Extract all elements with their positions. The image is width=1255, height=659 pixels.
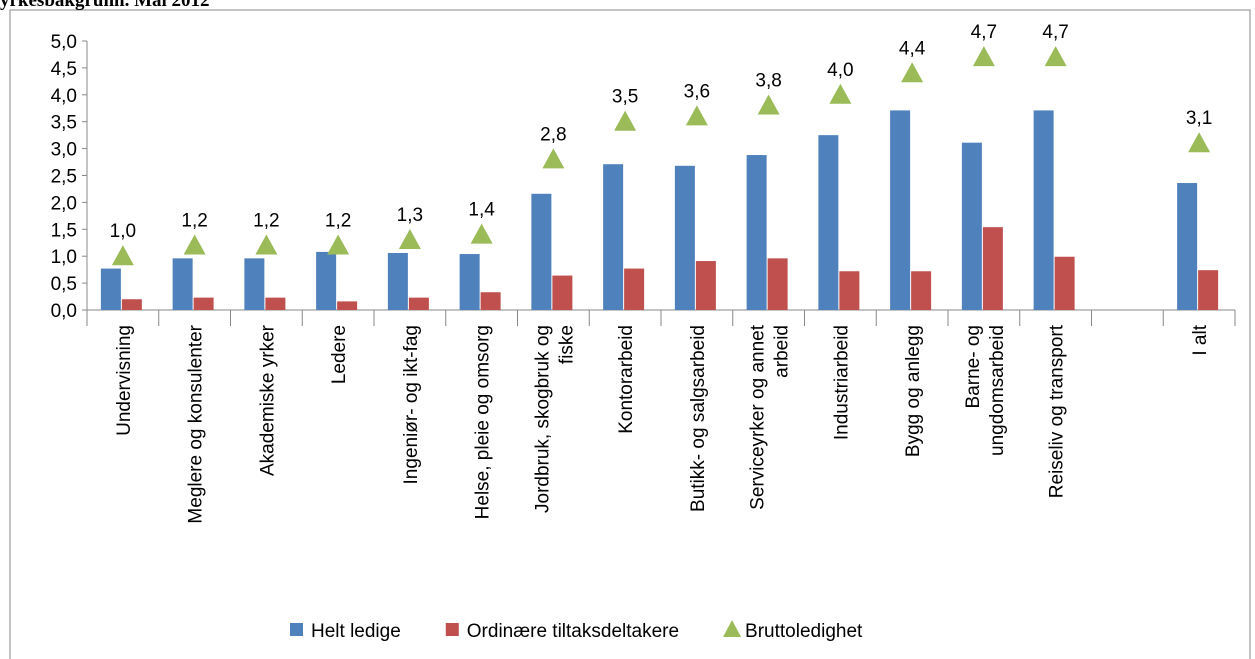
marker [1188,132,1211,153]
x-tick-label: Helse, pleie og omsorg [473,325,494,519]
bar [911,271,932,310]
y-tick-label: 0,5 [51,274,77,295]
bar [265,297,286,310]
data-label: 1,2 [181,210,207,231]
y-tick-label: 2,0 [51,193,77,214]
data-label: 4,4 [899,38,926,59]
x-tick-label: Butikk- og salgsarbeid [688,325,709,512]
bar [1054,256,1075,310]
bar [767,258,788,310]
legend-label: Bruttoledighet [745,621,863,642]
legend-swatch [445,623,459,636]
bar [1198,270,1219,310]
x-tick-label: Meglere og konsulenter [186,324,207,523]
marker [327,234,350,255]
data-label: 1,4 [468,200,495,221]
bar [890,110,911,310]
bar [244,258,265,310]
bar [961,142,982,310]
chart-title: yrkesbakgrunn. Mai 2012 [0,0,210,11]
data-label: 2,8 [540,124,566,145]
data-label: 4,7 [971,22,997,43]
bar [408,297,429,310]
bar [695,261,716,310]
x-tick-label: Industriarbeid [831,325,852,440]
data-label: 1,2 [325,210,351,231]
marker [398,229,421,250]
y-tick-label: 1,5 [51,220,77,241]
x-tick-label: Reiseliv og transport [1047,324,1068,498]
y-tick-label: 3,5 [51,113,77,134]
data-label: 4,7 [1042,22,1068,43]
marker [757,94,780,115]
bar [193,297,214,310]
bar [480,292,501,310]
bar [531,193,552,310]
y-tick-label: 5,0 [51,32,77,53]
y-tick-label: 2,5 [51,167,77,188]
legend-swatch [290,623,303,636]
y-tick-label: 4,0 [51,86,77,107]
x-tick-label: Akademiske yrker [257,324,278,476]
marker [972,46,995,67]
bar [172,258,193,310]
bar [387,252,408,310]
marker [470,223,493,244]
data-label: 3,1 [1186,108,1212,129]
marker [255,234,278,255]
x-tick-label: Jordbruk, skogbruk og fiske [532,325,577,513]
bar [316,251,337,310]
x-tick-label: Ingeniør- og ikt-fag [401,325,422,484]
data-label: 3,5 [612,87,638,108]
bar [982,227,1003,310]
x-tick-label: Barne- og ungdomsarbeid [963,325,1008,456]
marker [685,105,708,126]
data-label: 3,6 [684,81,710,102]
bar [839,271,860,310]
data-label: 3,8 [755,71,781,92]
marker [614,110,637,131]
x-tick-label: Kontorarbeid [616,325,637,434]
data-label: 4,0 [827,60,853,81]
x-tick-label: Ledere [329,325,350,384]
y-tick-label: 3,0 [51,140,77,161]
data-label: 1,3 [397,205,423,226]
y-tick-label: 0,0 [51,301,77,322]
bar [674,165,695,310]
marker [183,234,206,255]
bar [603,164,624,310]
x-tick-label: Undervisning [114,325,135,436]
x-tick-label: I alt [1190,324,1211,355]
y-tick-label: 1,0 [51,247,77,268]
bar [121,299,142,310]
legend-label: Helt ledige [311,621,401,642]
data-label: 1,0 [110,221,136,242]
bar [552,275,573,310]
x-tick-label: Serviceyrker og annet arbeid [748,324,793,510]
bar [746,155,767,310]
data-label: 1,2 [253,210,279,231]
legend-label: Ordinære tiltaksdeltakere [467,621,679,642]
bar [624,268,645,310]
legend-marker [723,620,742,637]
bar [459,254,480,310]
bar [818,135,839,310]
y-tick-label: 4,5 [51,59,77,80]
marker [1044,46,1067,67]
bar [1177,183,1198,310]
bar [337,301,358,310]
marker [829,83,852,104]
bar [100,268,121,310]
marker [111,245,134,266]
marker [542,148,565,169]
bar [1033,110,1054,310]
marker [901,62,924,83]
x-tick-label: Bygg og anlegg [903,325,924,457]
